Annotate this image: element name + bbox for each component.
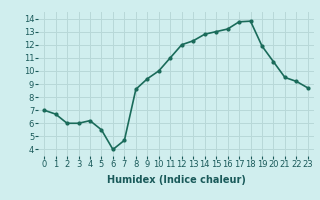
X-axis label: Humidex (Indice chaleur): Humidex (Indice chaleur) [107, 175, 245, 185]
